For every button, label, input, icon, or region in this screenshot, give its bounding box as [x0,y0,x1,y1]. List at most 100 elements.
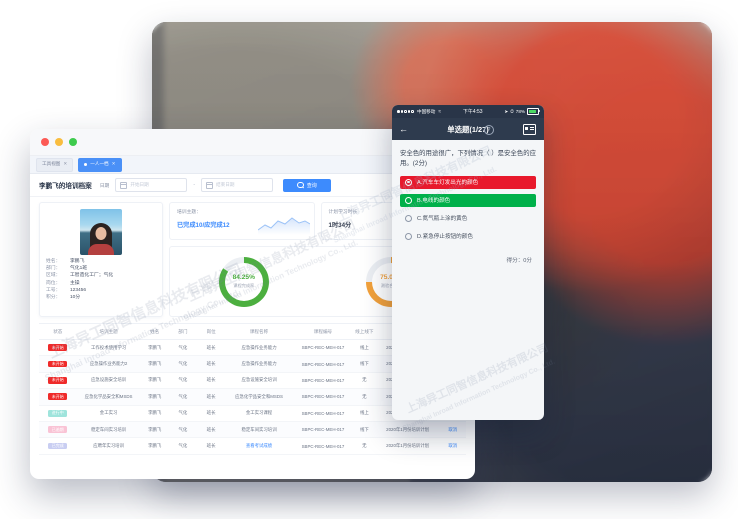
profile-info-list: 姓名： 李鹏飞 部门： 气化1班 区域： 工智造化工厂；气化 岗位： 主操 [34,255,168,301]
start-date-placeholder: 开始日期 [130,182,149,187]
active-dot-icon [84,163,88,166]
profile-row-dept: 部门： 气化1班 [46,266,168,272]
zoom-icon[interactable] [69,138,77,146]
cell-status: 未开始 [39,388,77,406]
wifi-icon: ≈ [438,108,442,115]
cell-mode: 无 [353,372,376,390]
cell-dept: 气化 [168,388,197,406]
tab-bar: 工具视图 ✕ 一人一档 ✕ [30,156,475,174]
cell-course[interactable]: 查看考试成绩 [225,437,293,455]
avatar-face [95,227,107,241]
start-date-input[interactable]: 开始日期 [115,178,188,192]
option-label: D.紧急停止按钮的颜色 [417,234,473,241]
close-icon[interactable] [41,138,49,146]
cell-dept: 气化 [168,355,197,373]
cell-theme: 应急设施安全培训 [76,372,141,390]
cell-code: SBPC-REC-MEH-017 [292,339,354,357]
cell-mode: 无 [353,437,376,455]
cell-status: 进行中 [39,405,77,422]
cell-post: 班长 [196,372,226,390]
tab-personnel-file[interactable]: 一人一档 ✕ [78,157,122,172]
cell-course: 稳定车间实习培训 [225,421,293,439]
cell-status: 未开始 [39,372,77,390]
battery-icon [527,108,540,115]
field-label: 积分： [46,294,61,300]
cell-status: 未开始 [39,355,77,373]
cell-theme: 工作投术使用学习 [76,339,141,357]
phone-status-bar: 中国移动 ≈ 下午4:53 ➤ ⏱ 78% [392,105,544,118]
tab-label: 工具视图 [42,161,61,167]
donut-label: 课程完成率 [233,282,255,288]
option-label: C.氮气瓶上涂的黄色 [417,216,468,223]
status-badge: 已逾期 [48,426,68,434]
end-date-placeholder: 结束日期 [216,182,235,187]
page-title: 李鹏飞的培训档案 [39,183,92,190]
cell-code: SBPC-REC-MEH-017 [292,355,354,373]
phone-mockup: 中国移动 ≈ 下午4:53 ➤ ⏱ 78% ← 单选题(1/27) ? 安全色的… [392,105,544,420]
cell-course: 应急化学品安全和MSDS [225,388,293,406]
answer-option[interactable]: C.氮气瓶上涂的黄色 [400,212,536,225]
answer-option[interactable]: A.汽车车灯发出光的颜色 [400,175,536,189]
profile-row-name: 姓名： 李鹏飞 [46,259,168,265]
clock-label: 下午4:53 [462,109,483,115]
radio-icon[interactable] [405,196,412,204]
cell-dept: 气化 [168,372,197,390]
radio-icon[interactable] [405,214,412,222]
score-label: 得分：0分 [506,257,533,264]
card-view-icon[interactable] [523,124,536,135]
query-toolbar: 李鹏飞的培训档案 日期 开始日期 - 结束日期 查询 [30,174,475,197]
table-row[interactable]: 已逾期 稳定车间实习培训 李鹏飞 气化 班长 稳定车间实习培训 SBPC-REC-MEH-0… [39,421,466,439]
close-icon[interactable]: ✕ [63,161,68,167]
training-theme-label: 培训主题： [177,210,201,215]
answer-option[interactable]: D.紧急停止按钮的颜色 [400,230,536,243]
field-value: 李鹏飞 [70,259,85,264]
donut-label: 测验合格率 [381,283,402,289]
tab-tool-view[interactable]: 工具视图 ✕ [36,157,74,172]
end-date-input[interactable]: 结束日期 [201,178,274,192]
cell-name: 李鹏飞 [140,437,169,455]
cell-theme: 应急化学品安全和MSDS [76,388,141,406]
cell-post: 班长 [196,437,226,455]
cell-name: 李鹏飞 [140,339,169,357]
sparkline-chart [257,217,310,235]
cell-status: 已逾期 [39,421,77,439]
search-button-label: 查询 [306,182,317,189]
radio-icon[interactable] [405,178,412,186]
minimize-icon[interactable] [55,138,63,146]
cell-dept: 气化 [168,421,197,439]
help-icon[interactable]: ? [484,125,494,135]
cell-name: 李鹏飞 [140,355,169,373]
status-badge: 未开始 [48,344,68,352]
status-right-group: ➤ ⏱ 78% [504,108,540,115]
search-button[interactable]: 查询 [283,178,332,192]
cell-mode: 线上 [353,339,376,357]
search-icon [297,181,304,189]
close-icon[interactable]: ✕ [111,161,116,167]
cell-name: 李鹏飞 [140,405,169,422]
profile-row-points: 积分： 10分 [46,294,168,301]
cell-course: 应急操作业务能力 [225,339,293,357]
profile-row-empno: 工号： 123456 [46,288,168,294]
field-value: 10分 [70,294,81,300]
date-range-separator: - [193,182,196,188]
th-dept: 部门 [168,323,197,340]
cell-action[interactable]: 取消 [439,421,466,439]
field-label: 岗位： [46,280,61,286]
signal-icon [397,110,414,113]
planned-duration-label: 计划学习时长 [328,210,358,215]
status-badge: 未开始 [48,360,68,368]
table-row[interactable]: 已完成 应聘年实习培训 李鹏飞 气化 班长 查看考试成绩 SBPC-REC-MEH-017 无… [39,437,466,455]
th-course: 课程名称 [225,323,293,340]
cell-action[interactable]: 取消 [439,437,466,455]
avatar-body [88,244,114,255]
location-icon: ➤ [504,108,509,114]
status-badge: 未开始 [48,393,68,401]
donut-value: 75.00% [380,274,402,281]
cell-dept: 气化 [168,405,197,422]
donut-value: 84.25% [232,274,255,282]
question-text: 安全色的用途很广，下列情况（ ）是安全色的应用。(2分) [400,150,536,167]
answer-option[interactable]: B.电线的颜色 [400,193,536,207]
radio-icon[interactable] [405,232,412,240]
cell-code: SBPC-REC-MEH-017 [292,372,354,390]
back-icon[interactable]: ← [399,123,408,134]
